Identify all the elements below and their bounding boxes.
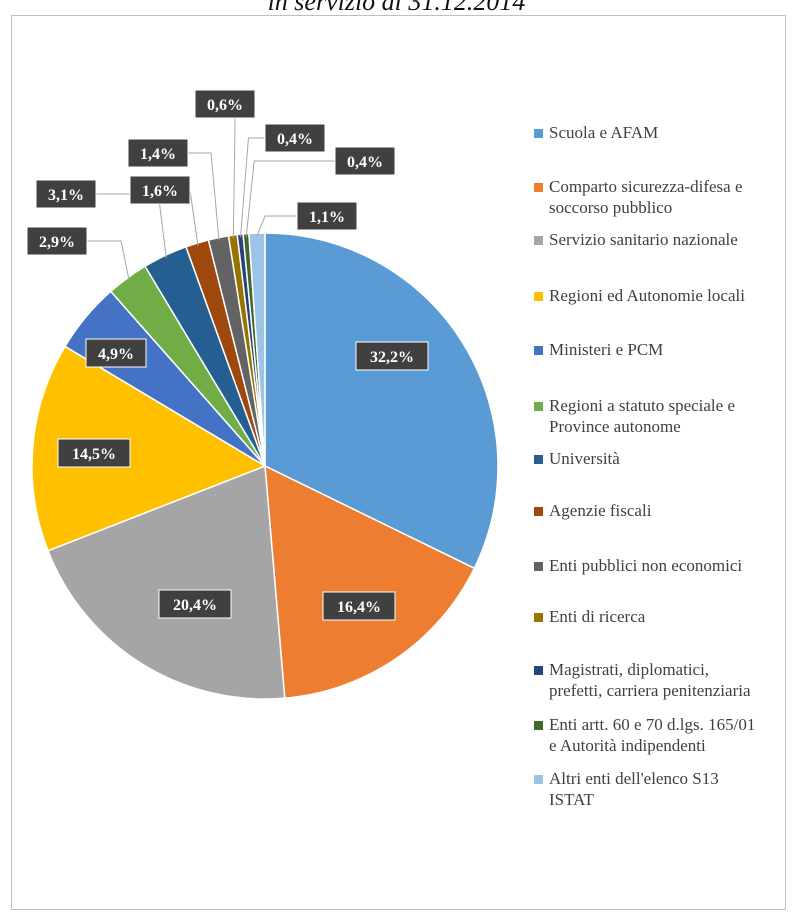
- legend-label: Regioni a statuto speciale e Province aut…: [549, 396, 735, 436]
- data-label-box: [129, 175, 191, 205]
- data-label-box: [26, 226, 88, 256]
- data-label-box: [127, 138, 189, 168]
- data-label-box: [158, 589, 232, 619]
- data-label: 0,4%: [347, 154, 383, 171]
- pie-slice: [264, 464, 476, 699]
- legend-swatch: [534, 236, 543, 245]
- data-label: 1,4%: [140, 146, 176, 163]
- legend-label: Ministeri e PCM: [549, 340, 664, 359]
- leader-line: [256, 215, 297, 237]
- legend-swatch: [534, 666, 543, 675]
- chart-frame: [11, 15, 786, 910]
- pie-slices: [31, 232, 499, 700]
- data-label-box: [85, 338, 147, 368]
- data-label: 4,9%: [98, 346, 134, 363]
- chart-title: in servizio al 31.12.2014: [267, 0, 526, 16]
- pie-slice: [248, 232, 266, 467]
- data-label: 0,6%: [207, 97, 243, 114]
- legend-label: Scuola e AFAM: [549, 123, 659, 142]
- legend-swatch: [534, 292, 543, 301]
- legend-swatch: [534, 507, 543, 516]
- legend-swatch: [534, 346, 543, 355]
- data-label-box: [334, 146, 396, 176]
- legend-label: Regioni ed Autonomie locali: [549, 286, 745, 305]
- legend-swatch: [534, 721, 543, 730]
- data-label: 2,9%: [39, 234, 75, 251]
- legend-label: Magistrati, diplomatici, prefetti, carrie…: [549, 660, 751, 700]
- data-label: 32,2%: [370, 349, 414, 366]
- pie-slice: [47, 464, 286, 700]
- legend-label: Comparto sicurezza-difesa e soccorso pubb…: [549, 177, 743, 217]
- data-labels: 32,2% 16,4% 20,4% 14,5% 4,9% 2,9% 3,1% 1,6% 1,4%…: [26, 89, 429, 621]
- legend-swatch: [534, 613, 543, 622]
- legend-swatch: [534, 562, 543, 571]
- legend-label: Enti artt. 60 e 70 d.lgs. 165/01 e Autori…: [549, 715, 756, 755]
- legend-label: Agenzie fiscali: [549, 501, 652, 520]
- pie-slice: [264, 232, 499, 570]
- legend-label: Enti di ricerca: [549, 607, 646, 626]
- leader-line: [245, 160, 335, 237]
- data-label: 20,4%: [173, 597, 217, 614]
- leader-line: [232, 118, 236, 239]
- leader-line: [87, 240, 130, 281]
- data-label-box: [264, 123, 326, 153]
- legend-swatch: [534, 183, 543, 192]
- leader-lines: [87, 118, 335, 281]
- legend-label: Servizio sanitario nazionale: [549, 230, 738, 249]
- data-label-box: [57, 438, 131, 468]
- leader-line: [188, 152, 220, 241]
- leader-line: [240, 137, 265, 238]
- legend-label: Università: [549, 449, 620, 468]
- data-label-box: [194, 89, 256, 119]
- data-label-box: [296, 201, 358, 231]
- data-label: 1,1%: [309, 209, 345, 226]
- leader-line: [189, 189, 199, 247]
- pie-slice: [31, 345, 267, 552]
- data-label-box: [355, 341, 429, 371]
- legend-swatch: [534, 402, 543, 411]
- legend-label: Altri enti dell'elenco S13 ISTAT: [549, 769, 719, 809]
- data-label: 1,6%: [142, 183, 178, 200]
- legend-label: Enti pubblici non economici: [549, 556, 743, 575]
- data-label-box: [35, 179, 97, 209]
- data-label-box: [322, 591, 396, 621]
- legend-swatch: [534, 775, 543, 784]
- data-label: 0,4%: [277, 131, 313, 148]
- legend-swatch: [534, 455, 543, 464]
- data-label: 3,1%: [48, 187, 84, 204]
- legend-swatch: [534, 129, 543, 138]
- data-label: 16,4%: [337, 599, 381, 616]
- data-label: 14,5%: [72, 446, 116, 463]
